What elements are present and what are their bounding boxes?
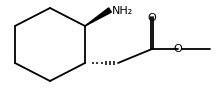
- Text: O: O: [174, 44, 182, 54]
- Text: NH₂: NH₂: [112, 6, 133, 16]
- Text: O: O: [148, 13, 156, 23]
- Polygon shape: [85, 8, 111, 26]
